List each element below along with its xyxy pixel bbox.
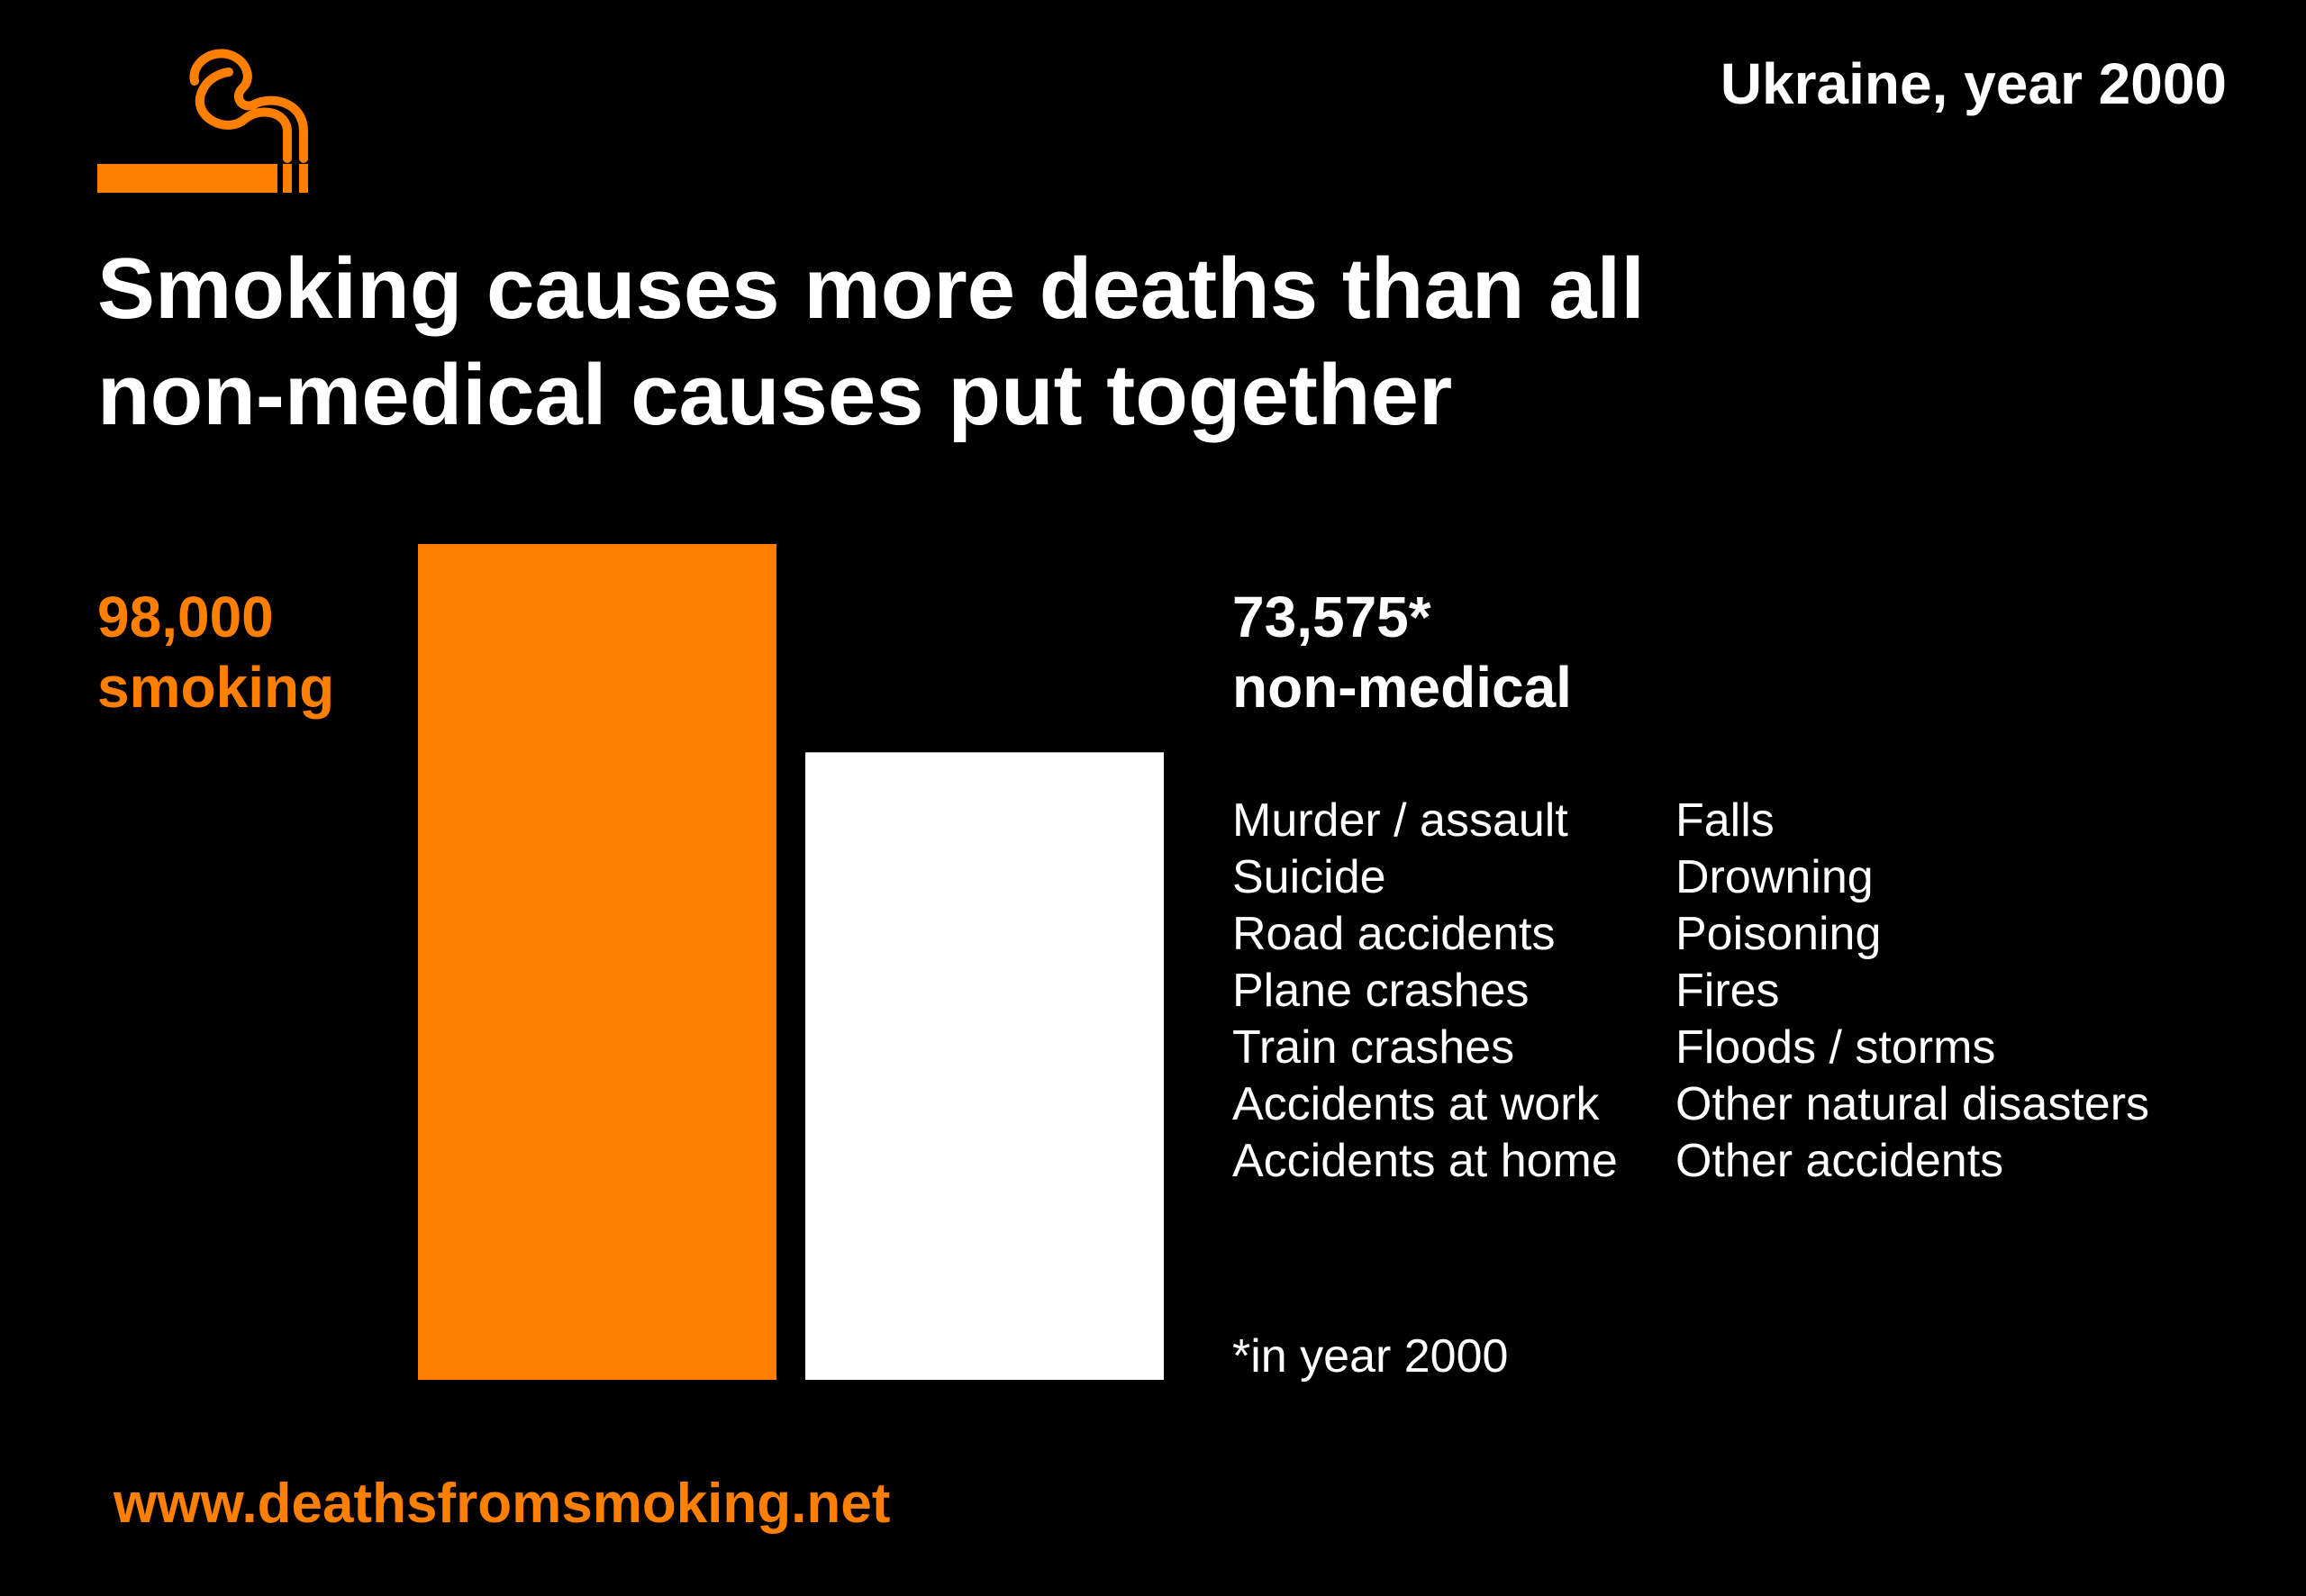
cause-item: Poisoning <box>1675 908 1882 960</box>
region-label: Ukraine, year 2000 <box>1720 51 2227 116</box>
page-title: Smoking causes more deaths than all non-… <box>97 236 1899 449</box>
cause-item: Suicide <box>1232 851 1386 903</box>
cause-item: Falls <box>1675 794 1775 847</box>
cause-item: Accidents at work <box>1232 1078 1600 1130</box>
non-medical-value: 73,575* <box>1232 585 1431 649</box>
cigarette-icon <box>97 49 308 193</box>
cause-list-left: Murder / assault Suicide Road accidents … <box>1232 793 1618 1190</box>
smoking-value: 98,000 <box>97 585 274 649</box>
cause-item: Accidents at home <box>1232 1135 1618 1187</box>
cause-item: Other accidents <box>1675 1135 2004 1187</box>
cause-item: Fires <box>1675 965 1780 1017</box>
cause-item: Drowning <box>1675 851 1874 903</box>
non-medical-value-label: 73,575* non-medical <box>1232 582 1572 722</box>
smoking-category: smoking <box>97 655 335 720</box>
non-medical-category: non-medical <box>1232 655 1572 720</box>
cause-item: Road accidents <box>1232 908 1556 960</box>
cause-list-right: Falls Drowning Poisoning Fires Floods / … <box>1675 793 2149 1190</box>
title-line-2: non-medical causes put together <box>97 347 1453 443</box>
cause-item: Floods / storms <box>1675 1021 1996 1074</box>
cause-item: Plane crashes <box>1232 965 1530 1017</box>
website-link[interactable]: www.deathsfromsmoking.net <box>113 1473 891 1535</box>
cause-item: Murder / assault <box>1232 794 1568 847</box>
bar-non-medical <box>805 752 1164 1380</box>
cause-item: Other natural disasters <box>1675 1078 2150 1130</box>
footnote: *in year 2000 <box>1232 1330 1509 1383</box>
bar-smoking <box>418 544 776 1380</box>
cause-item: Train crashes <box>1232 1021 1515 1074</box>
smoking-value-label: 98,000 smoking <box>97 582 334 722</box>
title-line-1: Smoking causes more deaths than all <box>97 240 1645 337</box>
